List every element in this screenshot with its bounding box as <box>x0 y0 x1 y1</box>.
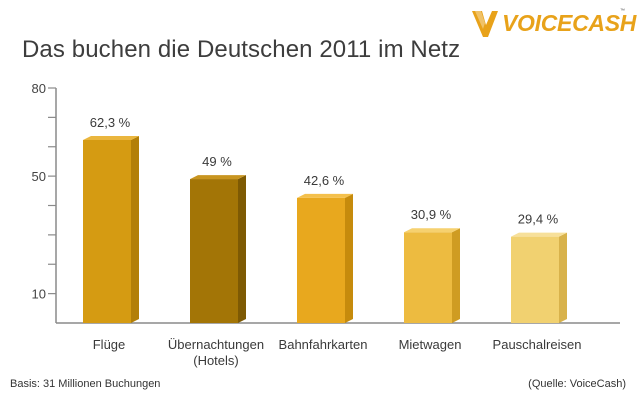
bar <box>511 236 559 323</box>
category-label: Flüge <box>93 337 126 352</box>
bar-value-label: 30,9 % <box>411 207 452 222</box>
bar-side <box>452 228 460 323</box>
voicecash-logo-icon <box>472 11 498 37</box>
category-label: Mietwagen <box>399 337 462 352</box>
chart-title: Das buchen die Deutschen 2011 im Netz <box>22 36 461 63</box>
category-label: (Hotels) <box>193 353 239 368</box>
bar-top <box>404 228 460 233</box>
y-tick-label: 80 <box>32 81 46 96</box>
voicecash-logo: VOICECASH ™ <box>470 6 636 42</box>
bar <box>190 179 238 323</box>
bar <box>83 139 131 323</box>
bar-top <box>511 232 567 237</box>
y-tick-label: 50 <box>32 169 46 184</box>
logo-wordmark: VOICECASH <box>502 10 637 36</box>
bar-side <box>345 193 353 323</box>
trademark-mark: ™ <box>620 8 625 14</box>
bar <box>297 197 345 323</box>
bar-top <box>83 135 139 140</box>
footnote-basis: Basis: 31 Millionen Buchungen <box>10 378 161 390</box>
footnote-source: (Quelle: VoiceCash) <box>528 378 626 390</box>
bar-value-label: 49 % <box>202 154 232 169</box>
bar-value-label: 62,3 % <box>90 115 131 130</box>
bar-value-label: 42,6 % <box>304 173 345 188</box>
category-label: Übernachtungen <box>168 337 264 352</box>
bar-top <box>190 175 246 180</box>
bar-side <box>559 232 567 323</box>
bar <box>404 232 452 323</box>
y-tick-label: 10 <box>32 287 46 302</box>
bar-side <box>131 135 139 323</box>
category-label: Pauschalreisen <box>493 337 582 352</box>
bar-value-label: 29,4 % <box>518 212 559 227</box>
bar-side <box>238 175 246 323</box>
category-label: Bahnfahrkarten <box>279 337 368 352</box>
bar-top <box>297 193 353 198</box>
